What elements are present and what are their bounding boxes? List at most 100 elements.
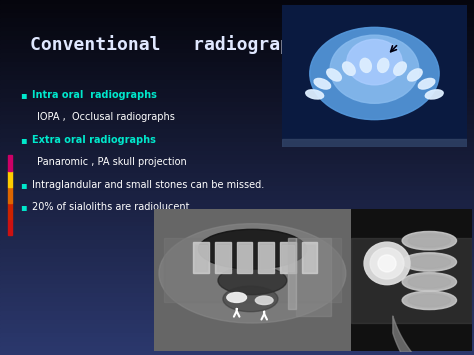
Bar — [0, 62, 474, 67]
Bar — [0, 49, 474, 53]
Bar — [0, 275, 474, 280]
Ellipse shape — [227, 293, 246, 302]
Bar — [0, 31, 474, 36]
Bar — [0, 346, 474, 351]
Bar — [0, 195, 474, 200]
Bar — [217, 245, 229, 271]
Bar — [0, 142, 474, 146]
Bar — [0, 200, 474, 204]
Ellipse shape — [408, 256, 450, 268]
Ellipse shape — [223, 286, 278, 312]
Bar — [0, 146, 474, 151]
Ellipse shape — [402, 291, 456, 310]
Ellipse shape — [198, 229, 307, 269]
Bar — [0, 191, 474, 195]
Ellipse shape — [314, 78, 331, 89]
Bar — [8, 155, 12, 171]
Bar — [0, 217, 474, 222]
Bar — [0, 328, 474, 333]
Bar — [0, 58, 474, 62]
Bar — [8, 219, 12, 235]
Bar — [8, 187, 12, 203]
Bar — [0, 4, 474, 9]
Bar — [0, 178, 474, 182]
Ellipse shape — [408, 69, 422, 81]
Ellipse shape — [343, 62, 355, 75]
Bar — [0, 231, 474, 235]
Bar — [0, 324, 474, 328]
Bar — [0, 257, 474, 262]
Ellipse shape — [370, 248, 404, 279]
Bar — [0, 342, 474, 346]
Text: ▪: ▪ — [20, 202, 27, 212]
Bar — [0, 98, 474, 102]
Bar — [0, 222, 474, 226]
Bar — [0, 271, 474, 275]
Ellipse shape — [378, 58, 389, 72]
Bar — [0, 133, 474, 137]
Bar — [0, 235, 474, 240]
Bar — [0, 262, 474, 266]
Text: Extra oral radiographs: Extra oral radiographs — [32, 135, 156, 145]
Bar — [0, 111, 474, 115]
Bar — [0, 27, 474, 31]
Bar — [8, 171, 12, 187]
Bar — [8, 203, 12, 219]
Bar — [0, 80, 474, 84]
Ellipse shape — [360, 58, 371, 72]
Bar — [0, 120, 474, 124]
Ellipse shape — [255, 296, 273, 305]
Bar — [0, 302, 474, 306]
Bar — [260, 245, 272, 271]
Bar — [0, 333, 474, 337]
Ellipse shape — [310, 27, 439, 120]
Ellipse shape — [402, 253, 456, 271]
Ellipse shape — [364, 242, 410, 285]
Bar — [0, 106, 474, 111]
Ellipse shape — [159, 224, 346, 323]
Bar — [0, 164, 474, 169]
Bar — [0, 311, 474, 315]
Bar — [0, 9, 474, 13]
Bar — [0, 213, 474, 217]
Ellipse shape — [394, 62, 406, 75]
Bar — [193, 242, 209, 273]
Ellipse shape — [408, 294, 450, 307]
Bar — [0, 13, 474, 18]
Ellipse shape — [306, 90, 324, 99]
Text: Conventional   radiography: Conventional radiography — [30, 35, 313, 54]
Bar — [0, 18, 474, 22]
Bar — [0, 93, 474, 98]
Ellipse shape — [327, 69, 341, 81]
Bar — [0, 248, 474, 253]
Bar — [0, 44, 474, 49]
Bar — [0, 124, 474, 129]
Bar — [0, 115, 474, 120]
Bar — [0, 89, 474, 93]
Ellipse shape — [402, 273, 456, 291]
Bar — [0, 169, 474, 173]
Text: ▪: ▪ — [20, 180, 27, 190]
Bar — [0, 160, 474, 164]
Bar — [0, 137, 474, 142]
Bar — [0, 84, 474, 89]
Bar — [0, 71, 474, 75]
Bar — [0, 208, 474, 213]
Bar — [0, 297, 474, 302]
Bar — [0, 102, 474, 106]
Bar — [0, 129, 474, 133]
Bar — [0, 226, 474, 231]
Bar — [0, 293, 474, 297]
Bar — [215, 242, 231, 273]
Ellipse shape — [218, 266, 287, 295]
Bar — [0, 53, 474, 58]
Bar — [0, 351, 474, 355]
Bar — [288, 238, 296, 309]
Text: IOPA ,  Occlusal radiographs: IOPA , Occlusal radiographs — [37, 112, 175, 122]
Bar — [0, 155, 474, 160]
Text: Panaromic , PA skull projection: Panaromic , PA skull projection — [37, 157, 187, 167]
Bar — [0, 40, 474, 44]
Bar — [301, 242, 317, 273]
Bar — [303, 245, 315, 271]
Bar — [282, 139, 467, 147]
